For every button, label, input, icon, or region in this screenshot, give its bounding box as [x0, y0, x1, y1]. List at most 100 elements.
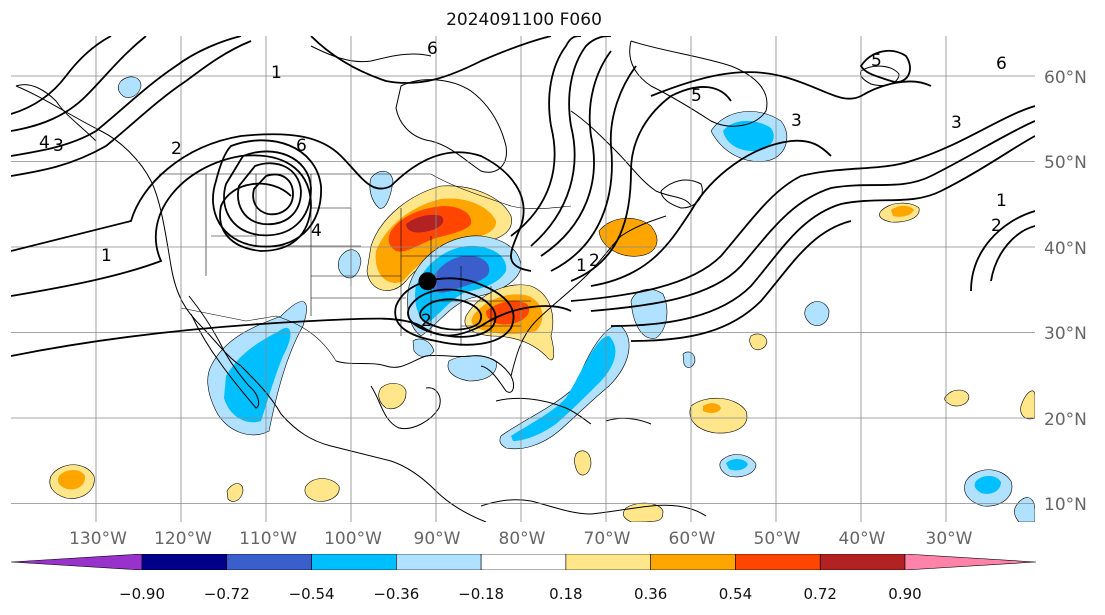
coast-cuba: [495, 397, 592, 425]
fill-texas-blue: [338, 249, 362, 279]
fill-misc-blue11: [682, 351, 696, 368]
lon-label: 90°W: [413, 529, 461, 549]
fill-gulf-blue2: [412, 338, 435, 357]
fill-misc-yellow8: [574, 450, 592, 476]
fill-midatl-orange: [891, 205, 914, 217]
contour-label: 4: [311, 221, 322, 241]
contour-line: [11, 36, 112, 115]
contour-label: 1: [101, 246, 112, 266]
contour-label: 1: [996, 191, 1007, 211]
lat-label: 40°N: [1044, 239, 1087, 259]
colorbar-segment: [11, 554, 143, 570]
fill-atlantic-yellow: [689, 397, 748, 434]
border-us-canada: [159, 173, 572, 210]
colorbar-tick-label: 0.18: [549, 585, 583, 603]
colorbar-tick-label: 0.72: [803, 585, 837, 603]
lon-label: 110°W: [239, 529, 297, 549]
lat-label: 50°N: [1044, 153, 1087, 173]
colorbar-segment: [480, 554, 567, 570]
colorbar-segment: [226, 554, 312, 570]
coast-yucatan: [370, 385, 441, 430]
fill-misc-yellow3: [944, 389, 970, 407]
contour-line: [650, 71, 932, 100]
contour-line: [540, 50, 612, 257]
colorbar: [11, 554, 1036, 570]
colorbar-segment: [650, 554, 736, 570]
lon-label: 130°W: [69, 529, 127, 549]
lat-label: 60°N: [1044, 68, 1087, 88]
fill-misc-blue6: [117, 76, 142, 98]
contour-line: [11, 36, 147, 132]
colorbar-segment: [819, 554, 906, 570]
anomaly-fills: [49, 76, 1035, 522]
lon-label: 70°W: [583, 529, 631, 549]
colorbar-tick-label: −0.54: [288, 585, 335, 603]
fill-east-blue2: [1014, 497, 1035, 522]
coast-alaska: [15, 84, 97, 142]
lon-label: 120°W: [154, 529, 212, 549]
fill-gulf-blue: [447, 355, 497, 382]
colorbar-tick-label: −0.72: [203, 585, 250, 603]
contour-line: [11, 36, 242, 157]
fill-misc-yellow10: [749, 333, 768, 351]
coast-greenland: [629, 40, 768, 127]
fill-baja-mid: [224, 327, 291, 423]
contour-ring: [252, 173, 294, 216]
contour-label: 2: [991, 216, 1002, 236]
contour-line: [859, 49, 911, 83]
map-frame: 1 2 3 4 5 6 6 3 1 1 2 2 5 3 1 2 6 4: [11, 36, 1035, 522]
contour-line: [990, 225, 1035, 282]
contour-line: [11, 154, 312, 297]
contour-label: 6: [427, 39, 438, 59]
lon-label: 100°W: [324, 529, 382, 549]
coast-north-america-west: [15, 85, 487, 522]
coast-hudson-bay: [395, 79, 507, 173]
contour-ring: [394, 277, 515, 346]
colorbar-tick-label: 0.54: [718, 585, 753, 603]
contour-line: [590, 120, 1035, 312]
coast-south-america: [480, 499, 707, 517]
lat-label: 30°N: [1044, 324, 1087, 344]
contour-line: [530, 36, 612, 247]
contour-label: 1: [576, 256, 587, 276]
colorbar-tick-label: 0.36: [633, 585, 668, 603]
fill-labrador-mid: [723, 120, 774, 152]
lat-label: 20°N: [1044, 410, 1087, 430]
colorbar-segment: [565, 554, 651, 570]
lon-label: 80°W: [498, 529, 546, 549]
contour-line: [970, 210, 1035, 292]
contour-label: 1: [271, 63, 282, 83]
contour-line: [570, 105, 1035, 302]
colorbar-segment: [141, 554, 228, 570]
contour-line: [11, 40, 252, 177]
contour-line: [550, 65, 637, 272]
colorbar-tick-label: −0.36: [373, 585, 420, 603]
storm-center-marker: [418, 272, 437, 291]
colorbar-segment: [396, 554, 482, 570]
contour-label: 2: [171, 139, 182, 159]
fill-atlantic-orange-small: [703, 403, 721, 413]
fill-pacific-orange2: [57, 470, 86, 490]
fill-watl-blue: [630, 288, 668, 339]
coast-hispaniola: [605, 417, 652, 425]
border-states-2: [311, 207, 406, 299]
colorbar-tick-label: 0.90: [888, 585, 922, 603]
contour-line: [630, 220, 852, 342]
contour-lines: [11, 36, 1035, 357]
coast-baja: [188, 295, 260, 409]
fill-east-mid: [974, 475, 1001, 494]
contour-line: [570, 86, 732, 282]
fill-misc-blue7: [369, 170, 394, 209]
coast-arctic: [310, 45, 432, 63]
contour-label: 2: [421, 311, 432, 331]
map-title: 2024091100 F060: [446, 10, 602, 30]
border-states-1: [205, 174, 312, 316]
lon-label: 30°W: [925, 529, 973, 549]
contour-label: 3: [53, 136, 64, 156]
contour-label: 6: [296, 136, 307, 156]
lon-label: 40°W: [838, 529, 886, 549]
contour-line: [510, 36, 582, 237]
fill-misc-yellow2: [304, 478, 340, 502]
contour-ring: [407, 288, 497, 338]
contour-ring: [212, 139, 322, 248]
